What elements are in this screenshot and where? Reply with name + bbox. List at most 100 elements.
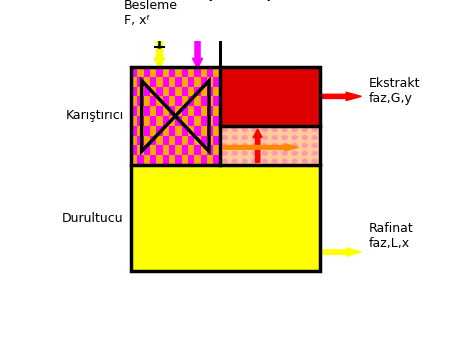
Circle shape — [262, 128, 267, 132]
Circle shape — [242, 136, 247, 139]
Bar — [138, 77, 144, 87]
Circle shape — [232, 159, 237, 163]
Bar — [144, 67, 150, 77]
Bar — [131, 106, 138, 116]
Circle shape — [302, 143, 307, 147]
Bar — [163, 77, 169, 87]
Bar — [188, 126, 194, 136]
FancyArrow shape — [154, 15, 165, 68]
Circle shape — [252, 136, 257, 139]
Bar — [194, 87, 201, 96]
Bar — [150, 126, 156, 136]
Bar — [201, 136, 207, 146]
Bar — [207, 136, 213, 146]
Circle shape — [302, 128, 307, 132]
Bar — [182, 146, 188, 155]
Circle shape — [282, 151, 287, 155]
Bar — [201, 146, 207, 155]
Bar — [188, 116, 194, 126]
Bar — [150, 155, 156, 165]
Circle shape — [282, 128, 287, 132]
Bar — [131, 77, 138, 87]
Bar — [138, 155, 144, 165]
Bar — [207, 146, 213, 155]
Bar — [176, 77, 182, 87]
Bar — [163, 116, 169, 126]
Bar — [194, 67, 201, 77]
Bar — [156, 106, 163, 116]
Circle shape — [292, 143, 297, 147]
Bar — [169, 146, 176, 155]
Bar — [176, 87, 182, 96]
Bar — [156, 136, 163, 146]
Bar — [150, 146, 156, 155]
Bar — [144, 77, 150, 87]
Bar — [207, 116, 213, 126]
Bar — [169, 136, 176, 146]
Bar — [169, 126, 176, 136]
Bar — [182, 77, 188, 87]
Bar — [169, 116, 176, 126]
Bar — [150, 87, 156, 96]
Bar — [150, 136, 156, 146]
Bar — [156, 155, 163, 165]
Bar — [188, 96, 194, 106]
Bar — [150, 77, 156, 87]
Circle shape — [262, 136, 267, 139]
Bar — [138, 146, 144, 155]
Bar — [176, 116, 182, 126]
Bar — [163, 126, 169, 136]
Circle shape — [272, 151, 277, 155]
Bar — [131, 67, 138, 77]
Bar — [188, 136, 194, 146]
Bar — [131, 67, 219, 165]
Bar — [131, 126, 138, 136]
Bar — [163, 67, 169, 77]
Circle shape — [252, 128, 257, 132]
Circle shape — [232, 128, 237, 132]
Bar — [138, 87, 144, 96]
Circle shape — [252, 143, 257, 147]
Circle shape — [232, 151, 237, 155]
Bar — [163, 155, 169, 165]
Bar — [188, 106, 194, 116]
Bar — [207, 77, 213, 87]
Circle shape — [282, 136, 287, 139]
Circle shape — [242, 159, 247, 163]
Bar — [176, 126, 182, 136]
Circle shape — [302, 136, 307, 139]
Bar — [163, 106, 169, 116]
Bar — [144, 87, 150, 96]
Bar — [131, 146, 138, 155]
Bar — [150, 96, 156, 106]
Bar — [138, 67, 144, 77]
Bar — [176, 155, 182, 165]
Circle shape — [282, 159, 287, 163]
Bar — [194, 136, 201, 146]
Bar — [201, 116, 207, 126]
Bar — [156, 126, 163, 136]
Bar — [201, 96, 207, 106]
Bar — [176, 106, 182, 116]
Bar — [182, 155, 188, 165]
Circle shape — [262, 159, 267, 163]
Circle shape — [312, 128, 317, 132]
Circle shape — [262, 143, 267, 147]
Bar — [213, 77, 219, 87]
Circle shape — [222, 151, 227, 155]
Bar — [169, 106, 176, 116]
Circle shape — [302, 151, 307, 155]
Bar — [169, 67, 176, 77]
Bar — [188, 87, 194, 96]
Bar — [213, 116, 219, 126]
Circle shape — [252, 151, 257, 155]
Bar — [182, 67, 188, 77]
Bar — [156, 87, 163, 96]
Bar — [131, 136, 138, 146]
Bar — [176, 146, 182, 155]
Bar — [213, 155, 219, 165]
Circle shape — [222, 128, 227, 132]
Bar — [207, 126, 213, 136]
FancyArrow shape — [192, 10, 203, 68]
Circle shape — [252, 159, 257, 163]
